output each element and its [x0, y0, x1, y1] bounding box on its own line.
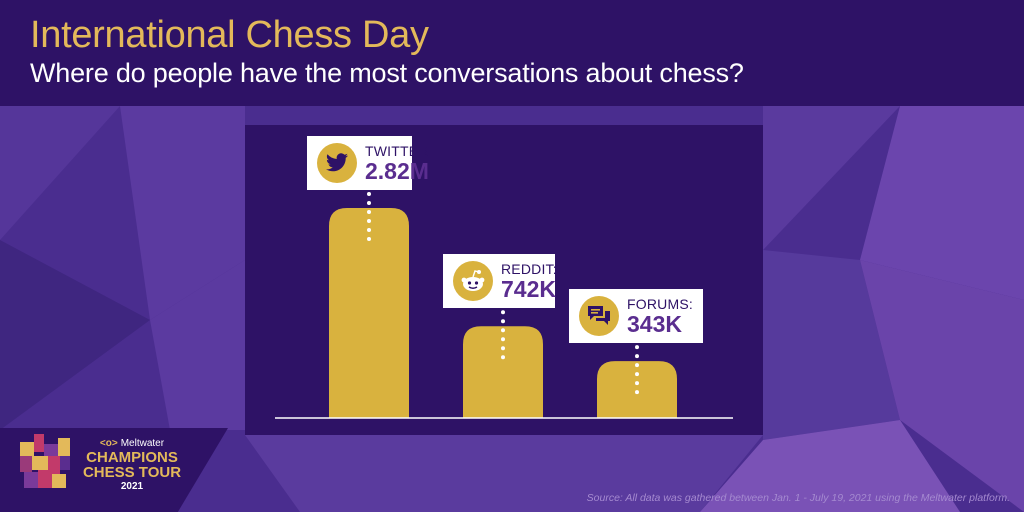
brand-year: 2021 [120, 481, 144, 492]
twitter-bird-icon [317, 143, 357, 183]
leader-dot [635, 381, 639, 386]
leader-dot [635, 354, 639, 359]
meltwater-name: Meltwater [120, 438, 165, 449]
page-title: International Chess Day [30, 14, 429, 56]
forum-chat-icon [579, 296, 619, 337]
leader-dot [635, 372, 639, 377]
leader-dot [501, 355, 505, 360]
bar-forums [597, 361, 677, 418]
leader-dot [501, 310, 505, 315]
leader-dot [635, 363, 639, 368]
leader-dot [501, 319, 505, 324]
chess-tour-logo-icon [20, 434, 70, 488]
value-label: 742K [501, 276, 556, 303]
value-label: 343K [627, 311, 682, 338]
brand-text: <o> Meltwater CHAMPIONS CHESS TOUR 2021 [82, 438, 182, 492]
leader-dot [501, 328, 505, 333]
bar-reddit [463, 326, 543, 418]
leader-dot [367, 210, 371, 214]
leader-dot [501, 346, 505, 351]
leader-dot [367, 201, 371, 205]
brand-line-2: CHESS TOUR [82, 464, 182, 481]
leader-dot [635, 345, 639, 350]
leader-dot [367, 237, 371, 241]
leader-dot [367, 228, 371, 232]
callout-twitter: TWITTER: 2.82M [307, 136, 433, 190]
category-label: REDDIT: [501, 261, 557, 278]
page-subtitle: Where do people have the most conversati… [30, 58, 744, 88]
meltwater-logo: <o> Meltwater [82, 438, 182, 449]
callout-reddit: REDDIT: 742K [443, 254, 557, 309]
category-label: TWITTER: [365, 143, 433, 159]
leader-dot [635, 390, 639, 395]
bar-chart [275, 192, 733, 419]
header-bar: International Chess Day Where do people … [0, 0, 1024, 106]
bar-twitter [329, 208, 409, 418]
source-note: Source: All data was gathered between Ja… [586, 492, 1010, 504]
reddit-alien-icon [453, 261, 493, 302]
leader-dot [367, 219, 371, 223]
callout-forums: FORUMS: 343K [569, 289, 703, 344]
category-label: FORUMS: [627, 296, 693, 313]
meltwater-mark-icon: <o> [99, 438, 118, 449]
brand-line-1: CHAMPIONS [86, 449, 178, 466]
leader-dot [367, 192, 371, 196]
value-label: 2.82M [365, 158, 429, 184]
leader-dot [501, 337, 505, 342]
